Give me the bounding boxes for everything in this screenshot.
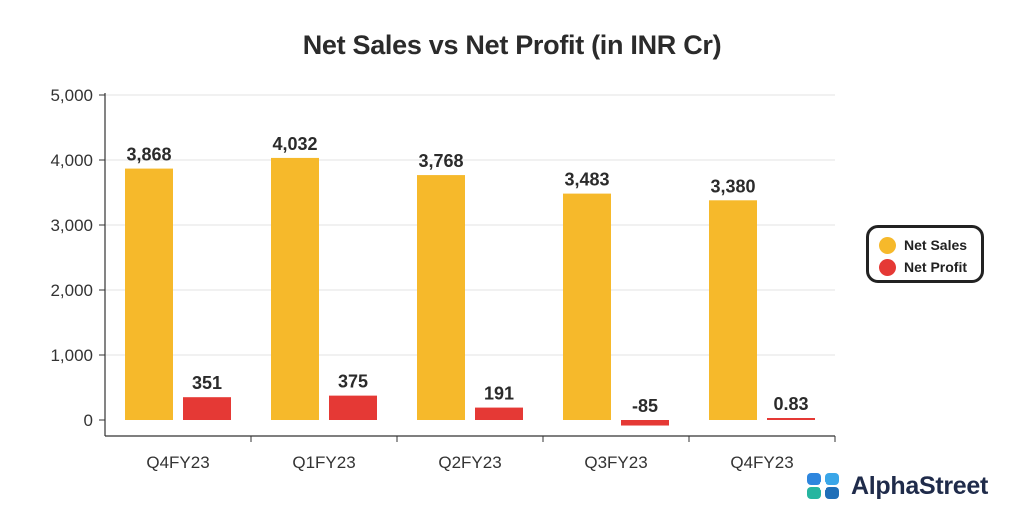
- bar-net-profit: [183, 397, 231, 420]
- bar-net-sales: [125, 168, 173, 420]
- bar-net-profit: [767, 418, 815, 420]
- data-label-net-sales: 3,483: [564, 170, 609, 190]
- data-label-net-profit: 0.83: [773, 394, 808, 414]
- bar-net-sales: [709, 200, 757, 420]
- bar-net-profit: [621, 420, 669, 426]
- bar-net-sales: [563, 193, 611, 420]
- alphastreet-logo-icon: [807, 473, 839, 499]
- data-label-net-profit: 351: [192, 373, 222, 393]
- labels: 3,868 351 4,032 375 3,768 191 3,483 -85 3,380 0.8…: [126, 134, 808, 416]
- bar-net-profit: [329, 395, 377, 420]
- data-label-net-sales: 3,768: [418, 151, 463, 171]
- x-tick-label: Q4FY23: [730, 453, 793, 472]
- legend-label-net-sales: Net Sales: [904, 237, 968, 253]
- data-label-net-sales: 3,868: [126, 145, 171, 165]
- brand-name: AlphaStreet: [851, 471, 989, 500]
- data-label-net-sales: 4,032: [272, 134, 317, 154]
- legend-item-net-profit: Net Profit: [879, 256, 981, 278]
- legend-swatch-net-sales: [879, 236, 896, 254]
- axes: 0 1,000 2,000 3,000 4,000 5,000 Q4FY23 Q1FY23 Q2…: [50, 86, 836, 472]
- bar-net-sales: [271, 157, 319, 421]
- y-tick-label: 5,000: [50, 86, 93, 105]
- data-label-net-profit: 375: [338, 372, 368, 392]
- data-label-net-sales: 3,380: [710, 176, 755, 196]
- chart-title: Net Sales vs Net Profit (in INR Cr): [302, 30, 722, 60]
- brand-logo: AlphaStreet: [805, 470, 988, 502]
- bar-net-sales: [417, 175, 465, 420]
- bar-net-profit: [475, 407, 523, 420]
- x-tick-label: Q3FY23: [584, 453, 647, 472]
- y-tick-label: 3,000: [50, 216, 93, 235]
- legend-label-net-profit: Net Profit: [904, 259, 967, 275]
- y-tick-label: 4,000: [50, 151, 93, 170]
- legend-swatch-net-profit: [879, 258, 896, 276]
- data-label-net-profit: 191: [484, 384, 514, 404]
- y-tick-label: 1,000: [50, 346, 93, 365]
- y-tick-label: 0: [84, 411, 93, 430]
- data-label-net-profit: -85: [632, 396, 658, 416]
- legend-item-net-sales: Net Sales: [879, 234, 981, 256]
- x-tick-label: Q2FY23: [438, 453, 501, 472]
- legend: Net Sales Net Profit: [866, 225, 984, 283]
- x-tick-label: Q1FY23: [292, 453, 355, 472]
- y-tick-label: 2,000: [50, 281, 93, 300]
- x-tick-label: Q4FY23: [146, 453, 209, 472]
- bars: [125, 157, 815, 426]
